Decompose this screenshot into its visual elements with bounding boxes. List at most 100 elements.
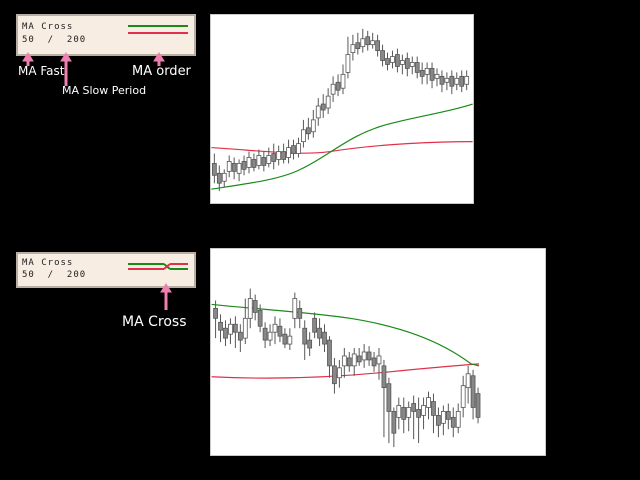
candlestick — [272, 316, 278, 345]
candlestick — [286, 139, 291, 164]
candlestick — [459, 70, 465, 93]
candlestick — [228, 318, 233, 345]
price-chart-top[interactable] — [210, 14, 474, 204]
candlestick — [256, 149, 262, 170]
candlestick — [301, 119, 306, 148]
candlestick — [251, 153, 257, 172]
candlestick — [361, 344, 367, 368]
indicator-periods: 50 / 200 — [22, 35, 87, 45]
candlestick — [296, 137, 301, 158]
candlestick — [454, 72, 460, 91]
indicator-name: MA Cross — [22, 258, 74, 268]
candlestick — [335, 74, 341, 97]
candlestick — [242, 298, 248, 345]
candlestick — [470, 369, 476, 420]
candlestick — [261, 151, 267, 172]
candlestick — [282, 328, 288, 349]
candlestick — [287, 328, 293, 351]
annotation-ma-order: MA order — [132, 64, 191, 79]
candlestick — [310, 109, 316, 138]
candlestick — [440, 405, 446, 436]
candlestick — [424, 62, 430, 85]
candlestick — [370, 32, 376, 49]
candlestick — [465, 365, 471, 404]
candlestick — [246, 151, 252, 174]
candlestick — [221, 169, 227, 188]
candlestick — [271, 143, 277, 170]
annotation-ma-slow-period: MA Slow Period — [62, 84, 147, 97]
candlestick — [302, 320, 308, 360]
fast-ma-line — [211, 303, 480, 367]
candlestick — [411, 395, 417, 440]
candlestick — [366, 346, 372, 366]
candlestick — [356, 348, 362, 366]
candlestick — [332, 357, 337, 394]
candlestick — [409, 56, 415, 75]
ma-order-lines — [128, 25, 188, 34]
candlestick — [429, 62, 435, 89]
indicator-periods: 50 / 200 — [22, 270, 87, 280]
candlestick — [237, 324, 243, 352]
candlestick — [305, 117, 311, 140]
candlestick — [322, 324, 327, 352]
indicator-panel-top: MA Cross 50 / 200 — [16, 14, 196, 56]
candlestick — [276, 145, 282, 166]
annotation-ma-fast: MA Fast — [18, 64, 65, 78]
candlestick — [211, 153, 217, 184]
candlestick — [327, 336, 332, 378]
candlestick — [213, 300, 218, 339]
candlestick — [355, 32, 361, 55]
candlestick — [350, 34, 356, 61]
candlestick — [376, 348, 382, 380]
candlestick — [346, 352, 352, 372]
indicator-name: MA Cross — [22, 22, 74, 32]
candlestick — [464, 70, 470, 91]
candlestick — [426, 391, 431, 420]
candlestick — [315, 98, 321, 126]
candlestick — [216, 165, 222, 192]
candlestick — [218, 314, 223, 343]
candlestick — [455, 403, 461, 434]
arrow-up-icon — [22, 52, 34, 66]
candlestick — [236, 159, 242, 182]
candlestick — [444, 72, 450, 91]
candlestick — [360, 28, 366, 53]
candlestick — [351, 348, 357, 376]
candlestick — [330, 76, 336, 103]
candlestick — [431, 393, 436, 434]
candlestick — [325, 88, 331, 114]
candlestick — [391, 407, 397, 448]
candlestick — [439, 70, 445, 93]
candlestick — [336, 359, 342, 388]
price-chart-bottom[interactable] — [210, 248, 546, 456]
candlestick — [419, 62, 425, 85]
candlestick — [307, 332, 313, 356]
candlestick — [223, 320, 228, 347]
candlestick — [320, 94, 326, 118]
candlestick — [281, 143, 286, 164]
candlestick — [291, 139, 296, 160]
candlestick — [406, 401, 412, 432]
slow-ma-line — [211, 141, 473, 154]
candlestick — [399, 54, 405, 75]
candlestick — [266, 147, 272, 168]
candlestick — [445, 403, 451, 430]
candlestick — [416, 397, 421, 444]
candlestick — [267, 324, 273, 347]
candlestick — [226, 155, 232, 178]
arrow-up-icon — [153, 52, 165, 66]
slow-ma-line — [211, 363, 480, 379]
candlestick — [375, 34, 380, 57]
candlestick — [436, 407, 441, 438]
candlestick — [385, 52, 390, 71]
candlestick — [475, 387, 481, 424]
candlestick — [434, 68, 440, 87]
candlestick — [450, 407, 456, 438]
candlestick — [401, 397, 407, 434]
candlestick — [312, 312, 317, 339]
candlestick — [390, 50, 395, 69]
candlestick — [404, 52, 410, 77]
fast-ma-line — [211, 103, 473, 190]
candlestick — [395, 48, 400, 73]
candlestick — [386, 377, 392, 444]
